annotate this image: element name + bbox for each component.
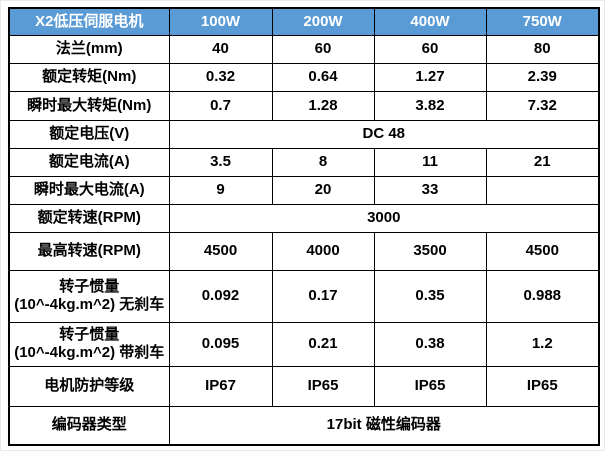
value-cell: 0.095	[168, 321, 273, 367]
value-cell: 20	[271, 175, 375, 205]
row-rated-torque: 额定转矩(Nm) 0.32 0.64 1.27 2.39	[8, 62, 600, 92]
value-cell: 8	[271, 147, 375, 177]
value-cell: 0.092	[168, 269, 273, 323]
value-cell: 0.988	[485, 269, 600, 323]
row-label: 最高转速(RPM)	[8, 231, 170, 271]
value-cell: IP67	[168, 365, 273, 407]
span-value-cell: DC 48	[168, 119, 600, 149]
row-peak-current: 瞬时最大电流(A) 9 20 33	[8, 175, 600, 205]
header-row: X2低压伺服电机 100W 200W 400W 750W	[8, 7, 600, 36]
value-cell: 21	[485, 147, 600, 177]
row-encoder-type: 编码器类型 17bit 磁性编码器	[8, 405, 600, 446]
value-cell: 4000	[271, 231, 375, 271]
value-cell: IP65	[271, 365, 375, 407]
value-cell: 40	[168, 34, 273, 64]
value-cell-empty	[485, 175, 600, 205]
value-cell: 0.64	[271, 62, 375, 92]
value-cell: 2.39	[485, 62, 600, 92]
row-label: 额定转矩(Nm)	[8, 62, 170, 92]
row-peak-torque: 瞬时最大转矩(Nm) 0.7 1.28 3.82 7.32	[8, 90, 600, 121]
value-cell: 1.28	[271, 90, 375, 121]
span-value-cell: 3000	[168, 203, 600, 233]
row-ip-rating: 电机防护等级 IP67 IP65 IP65 IP65	[8, 365, 600, 407]
row-label: 额定电流(A)	[8, 147, 170, 177]
row-label: 转子惯量(10^-4kg.m^2) 带刹车	[8, 321, 170, 367]
value-cell: IP65	[373, 365, 487, 407]
span-value-cell: 17bit 磁性编码器	[168, 405, 600, 446]
value-cell: 60	[271, 34, 375, 64]
row-max-speed: 最高转速(RPM) 4500 4000 3500 4500	[8, 231, 600, 271]
value-cell: 60	[373, 34, 487, 64]
row-rotor-inertia-with-brake: 转子惯量(10^-4kg.m^2) 带刹车 0.095 0.21 0.38 1.…	[8, 321, 600, 367]
value-cell: 9	[168, 175, 273, 205]
value-cell: 7.32	[485, 90, 600, 121]
value-cell: 11	[373, 147, 487, 177]
value-cell: 0.38	[373, 321, 487, 367]
row-label: 额定电压(V)	[8, 119, 170, 149]
column-header-100w: 100W	[168, 7, 273, 36]
column-header-400w: 400W	[373, 7, 487, 36]
value-cell: 4500	[168, 231, 273, 271]
value-cell: 0.21	[271, 321, 375, 367]
row-flange: 法兰(mm) 40 60 60 80	[8, 34, 600, 64]
row-label: 编码器类型	[8, 405, 170, 446]
value-cell: 1.2	[485, 321, 600, 367]
value-cell: 3.82	[373, 90, 487, 121]
column-header-750w: 750W	[485, 7, 600, 36]
table-title-cell: X2低压伺服电机	[8, 7, 170, 36]
row-label: 额定转速(RPM)	[8, 203, 170, 233]
row-rotor-inertia-no-brake: 转子惯量(10^-4kg.m^2) 无刹车 0.092 0.17 0.35 0.…	[8, 269, 600, 323]
value-cell: 33	[373, 175, 487, 205]
value-cell: 3500	[373, 231, 487, 271]
value-cell: 0.17	[271, 269, 375, 323]
row-label: 瞬时最大转矩(Nm)	[8, 90, 170, 121]
column-header-200w: 200W	[271, 7, 375, 36]
row-label: 瞬时最大电流(A)	[8, 175, 170, 205]
value-cell: 0.7	[168, 90, 273, 121]
value-cell: 0.32	[168, 62, 273, 92]
row-label: 法兰(mm)	[8, 34, 170, 64]
value-cell: 80	[485, 34, 600, 64]
value-cell: 4500	[485, 231, 600, 271]
row-label: 电机防护等级	[8, 365, 170, 407]
value-cell: IP65	[485, 365, 600, 407]
value-cell: 3.5	[168, 147, 273, 177]
row-rated-voltage: 额定电压(V) DC 48	[8, 119, 600, 149]
row-label: 转子惯量(10^-4kg.m^2) 无刹车	[8, 269, 170, 323]
value-cell: 1.27	[373, 62, 487, 92]
value-cell: 0.35	[373, 269, 487, 323]
row-rated-speed: 额定转速(RPM) 3000	[8, 203, 600, 233]
motor-spec-table: X2低压伺服电机 100W 200W 400W 750W 法兰(mm) 40 6…	[8, 7, 600, 446]
row-rated-current: 额定电流(A) 3.5 8 11 21	[8, 147, 600, 177]
